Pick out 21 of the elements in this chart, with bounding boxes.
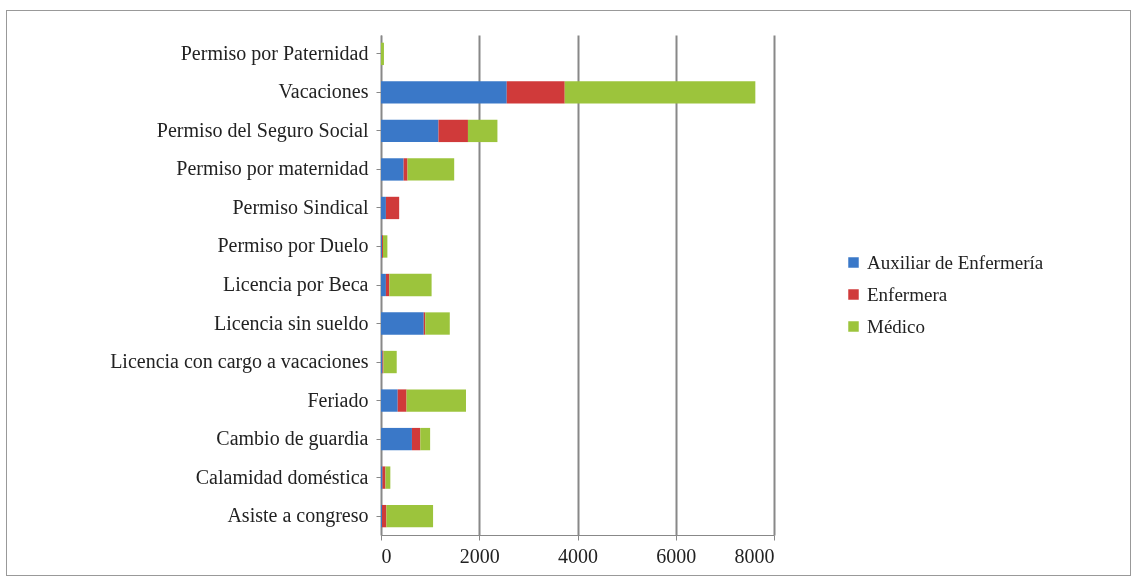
y-tick-label: Licencia sin sueldo [214, 311, 369, 334]
y-tick-label: Licencia por Beca [223, 273, 369, 296]
legend-label: Médico [867, 315, 926, 337]
y-tick-label: Cambio de guardia [216, 427, 369, 451]
legend-label: Auxiliar de Enfermería [867, 251, 1044, 273]
y-tick-label: Permiso Sindical [232, 195, 369, 218]
x-tick-label: 2000 [459, 544, 500, 567]
y-tick-label: Permiso por Paternidad [180, 41, 369, 65]
y-tick-label: Calamidad doméstica [195, 465, 369, 488]
y-tick-label: Permiso por Duelo [217, 234, 369, 258]
x-tick-label: 8000 [734, 544, 775, 567]
y-tick-label: Asiste a congreso [227, 504, 369, 528]
y-tick-label: Feriado [307, 388, 369, 411]
y-tick-label: Licencia con cargo a vacaciones [110, 350, 369, 374]
x-tick-label: 0 [381, 544, 392, 567]
x-tick-label: 4000 [558, 544, 598, 567]
x-tick-label: 6000 [656, 544, 697, 567]
legend-label: Enfermera [867, 283, 948, 305]
y-tick-label: Permiso por maternidad [176, 157, 369, 181]
y-tick-label: Permiso del Seguro Social [156, 118, 369, 142]
y-tick-label: Vacaciones [278, 80, 369, 103]
